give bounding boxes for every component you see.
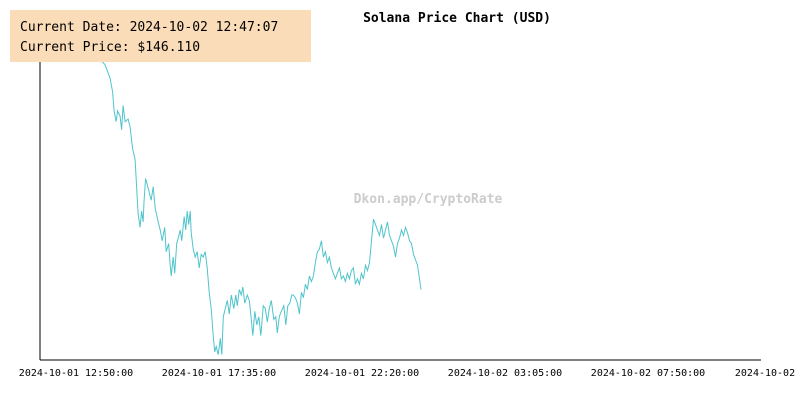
current-info-box: Current Date: 2024-10-02 12:47:07 Curren… [10, 10, 311, 62]
chart-axes [39, 60, 761, 361]
x-tick-label: 2024-10-02 [735, 368, 795, 379]
x-tick-label: 2024-10-01 12:50:00 [19, 368, 133, 379]
current-price-value: $146.110 [137, 40, 201, 55]
x-axis-ticks: 2024-10-01 12:50:00 2024-10-01 17:35:00 20… [19, 368, 795, 379]
chart-title: Solana Price Chart (USD) [363, 11, 551, 26]
watermark: Dkon.app/CryptoRate [354, 192, 503, 207]
current-date-line: Current Date: 2024-10-02 12:47:07 [20, 18, 311, 38]
x-tick-label: 2024-10-01 17:35:00 [162, 368, 276, 379]
price-series [97, 58, 422, 355]
x-tick-label: 2024-10-01 22:20:00 [305, 368, 419, 379]
current-price-line: Current Price: $146.110 [20, 38, 311, 58]
x-tick-label: 2024-10-02 03:05:00 [448, 368, 562, 379]
x-tick-label: 2024-10-02 07:50:00 [591, 368, 705, 379]
current-price-label: Current Price: [20, 40, 130, 55]
current-date-label: Current Date: [20, 20, 122, 35]
current-date-value: 2024-10-02 12:47:07 [129, 20, 279, 35]
price-line [97, 58, 422, 355]
